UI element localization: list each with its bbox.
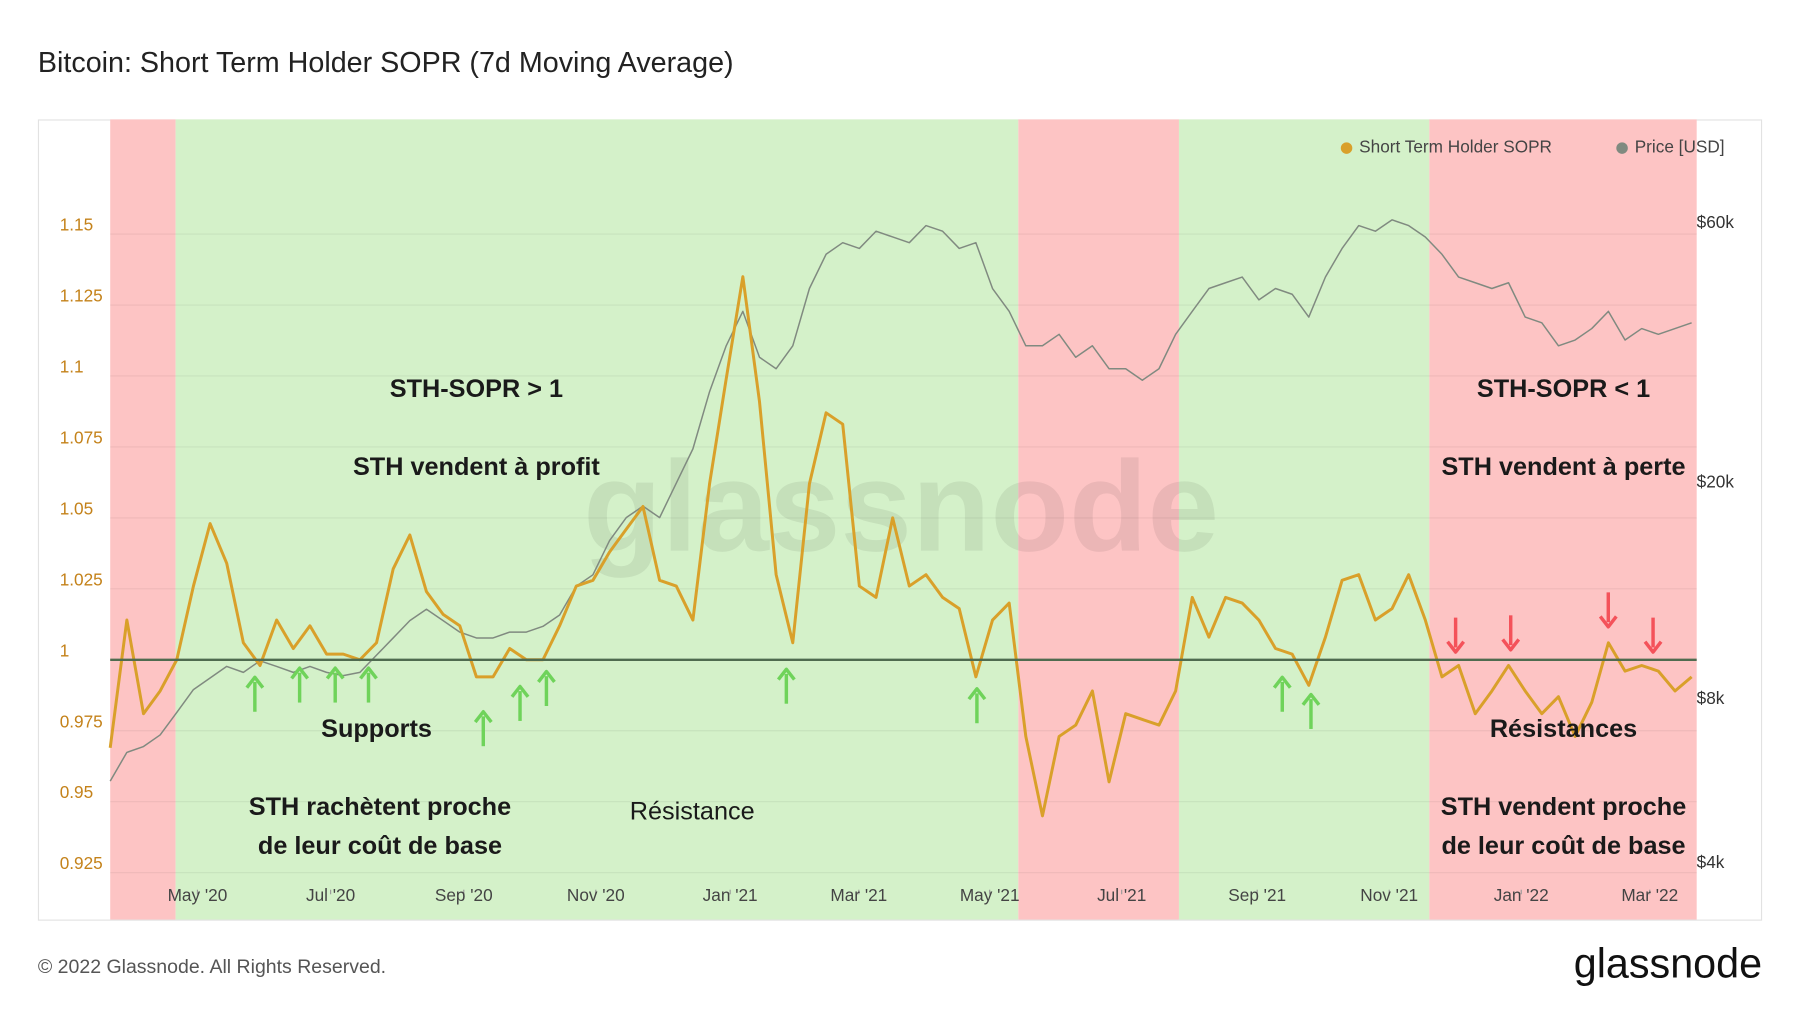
x-tick-label: Jul '20	[306, 885, 355, 905]
y-tick-label: 1.15	[60, 215, 93, 235]
y-tick-label: 1.1	[60, 356, 84, 376]
arrow-head	[325, 666, 345, 680]
arrow-head	[537, 669, 556, 683]
region-band	[1018, 119, 1179, 920]
region-band	[1178, 119, 1430, 920]
x-tick-label: Jul '21	[1097, 885, 1146, 905]
arrow-head	[245, 675, 265, 689]
legend-marker	[1340, 142, 1353, 154]
arrow-head	[1643, 640, 1663, 654]
sopr-line	[108, 275, 1693, 818]
x-tick-label: May '21	[960, 885, 1020, 905]
legend-marker	[1616, 142, 1628, 154]
arrow-head	[776, 667, 796, 681]
y2-tick-label: $20k	[1697, 472, 1735, 492]
arrow-head	[473, 710, 493, 724]
price-line	[109, 219, 1692, 782]
annotation: STH vendent à perte	[1441, 453, 1685, 481]
x-tick-label: May '20	[168, 885, 228, 905]
x-tick-label: Sep '21	[1228, 885, 1286, 905]
arrow-head	[1446, 640, 1466, 654]
arrow-head	[290, 666, 310, 680]
annotation: STH-SOPR > 1	[390, 375, 563, 403]
x-tick-label: Sep '20	[435, 885, 493, 905]
arrow-head	[1272, 675, 1292, 689]
annotation: STH vendent à profit	[353, 453, 600, 481]
legend-label: Short Term Holder SOPR	[1359, 137, 1552, 157]
annotation: de leur coût de base	[1441, 832, 1685, 860]
annotation: STH rachètent proche	[249, 793, 511, 821]
y-tick-label: 0.975	[60, 711, 103, 731]
arrow-head	[1301, 692, 1321, 706]
region-band	[175, 119, 1019, 920]
annotation: STH vendent proche	[1441, 793, 1687, 821]
x-tick-label: Mar '22	[1621, 885, 1678, 905]
x-tick-label: Nov '21	[1360, 885, 1418, 905]
arrow-head	[967, 687, 987, 701]
region-band	[110, 119, 176, 920]
x-tick-label: Nov '20	[567, 885, 625, 905]
annotation: Résistances	[1490, 715, 1637, 743]
x-tick-label: Jan '21	[703, 885, 758, 905]
y-tick-label: 1	[60, 640, 70, 660]
y2-tick-label: $60k	[1697, 212, 1735, 232]
region-band	[1429, 119, 1697, 920]
arrow-head	[510, 684, 530, 698]
y-tick-label: 1.025	[60, 569, 103, 589]
y-tick-label: 1.125	[60, 286, 103, 306]
y2-tick-label: $4k	[1697, 852, 1725, 872]
arrow-head	[359, 666, 378, 680]
logo: glassnode	[1574, 941, 1762, 987]
y-tick-label: 0.925	[60, 853, 103, 873]
x-tick-label: Mar '21	[830, 885, 887, 905]
y-tick-label: 1.05	[60, 498, 93, 518]
x-tick-label: Jan '22	[1494, 885, 1549, 905]
chart-title: Bitcoin: Short Term Holder SOPR (7d Movi…	[38, 47, 734, 79]
annotation: Supports	[321, 715, 432, 743]
y-tick-label: 1.075	[60, 427, 103, 447]
arrow-head	[1598, 615, 1618, 629]
annotation: STH-SOPR < 1	[1477, 375, 1650, 403]
arrow-head	[1501, 638, 1521, 652]
y-tick-label: 0.95	[60, 782, 93, 802]
copyright: © 2022 Glassnode. All Rights Reserved.	[38, 956, 386, 978]
y2-tick-label: $8k	[1697, 688, 1725, 708]
annotation: Résistance	[630, 797, 755, 825]
annotation: de leur coût de base	[258, 832, 502, 860]
legend-label: Price [USD]	[1635, 137, 1725, 157]
